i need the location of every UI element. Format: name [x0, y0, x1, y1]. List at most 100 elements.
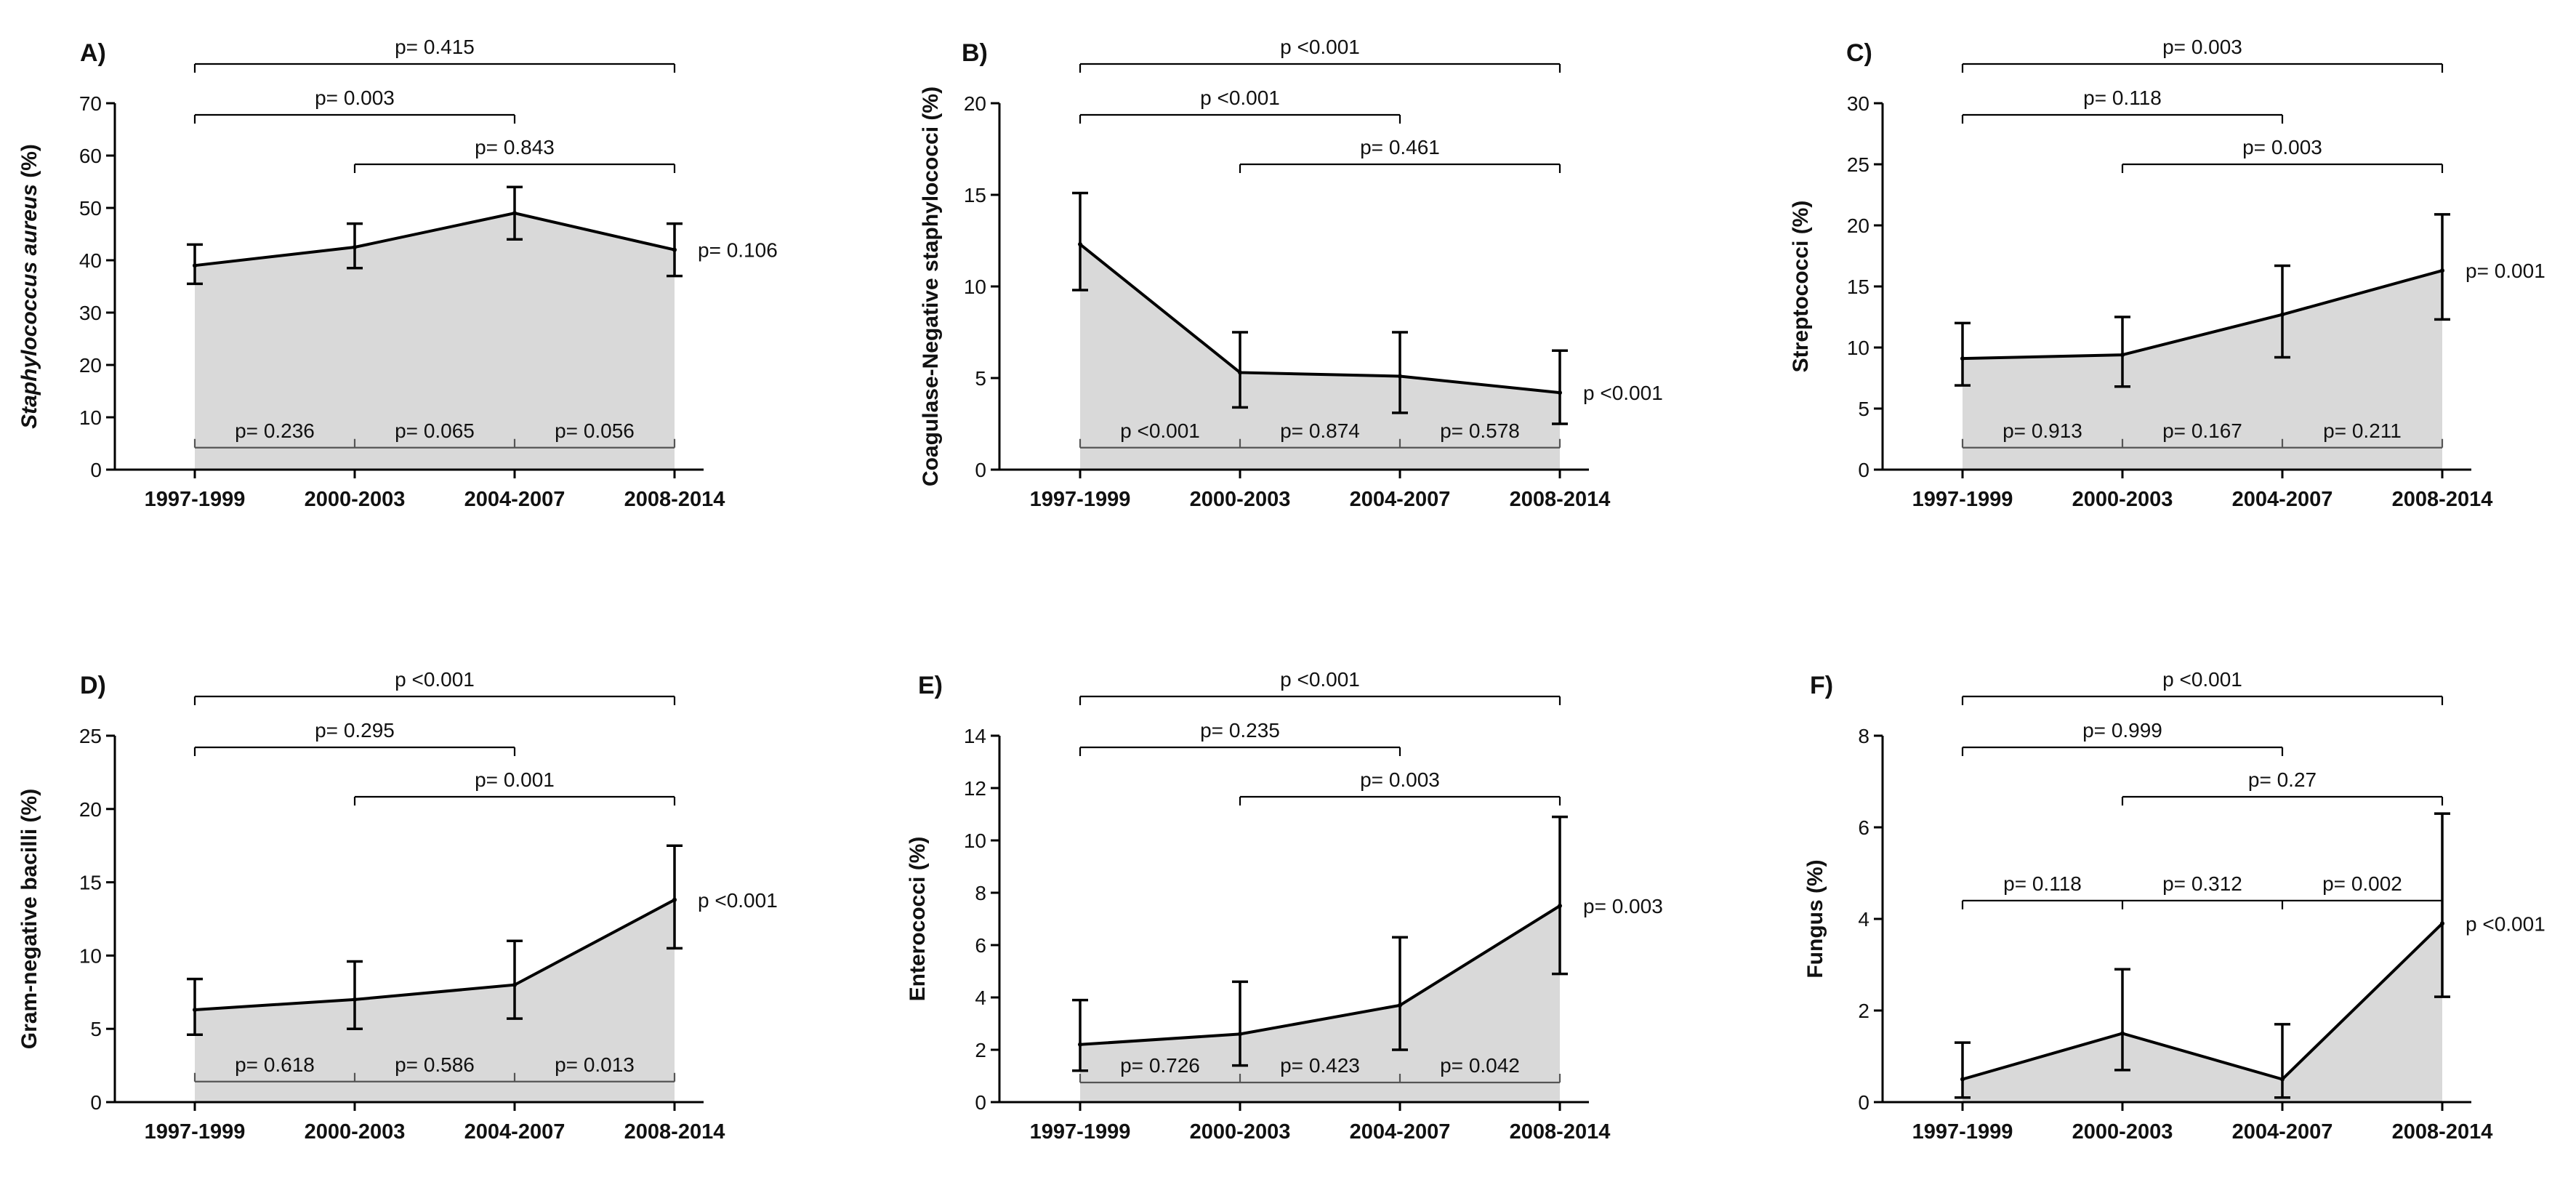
data-point [1078, 242, 1082, 247]
series-line [1962, 922, 2444, 1081]
error-bar [187, 243, 203, 286]
bracket-p-label: p= 0.295 [315, 719, 395, 742]
x-category-label: 2000-2003 [1190, 488, 1291, 511]
error-bar [507, 185, 523, 241]
bracket-p-label: p= 0.27 [2248, 768, 2317, 791]
bracket-p-label: p= 0.003 [315, 87, 395, 109]
adjacent-p-label: p= 0.726 [1120, 1054, 1200, 1077]
y-tick-label: 10 [79, 944, 102, 967]
data-point [1398, 374, 1402, 379]
adjacent-p-label: p= 0.618 [235, 1053, 315, 1076]
error-bar [2274, 264, 2290, 359]
x-category-label: 2008-2014 [2392, 1120, 2493, 1144]
adjacent-p-label: p= 0.578 [1440, 419, 1520, 442]
trend-p-label: p <0.001 [2466, 912, 2545, 935]
panel-letter: C) [1846, 39, 1872, 67]
area-fill [1963, 923, 2442, 1102]
y-axis-label: Staphylococcus aureus (%) [17, 144, 41, 429]
area-fill [1080, 906, 1560, 1102]
y-tick-label: 4 [975, 987, 986, 1009]
comparison-bracket: p= 0.235 [1079, 719, 1401, 756]
series-line [194, 212, 675, 268]
y-tick-label: 4 [1858, 908, 1869, 931]
adjacent-p-label: p= 0.236 [235, 419, 315, 442]
adjacent-p-label: p= 0.312 [2162, 872, 2242, 895]
comparison-bracket: p <0.001 [1079, 668, 1561, 705]
y-axis-label: Gram-negative bacilli (%) [17, 789, 41, 1049]
error-bar [347, 960, 363, 1030]
y-tick-label: 40 [79, 249, 102, 272]
bracket-p-label: p <0.001 [1200, 87, 1280, 109]
error-bar [507, 939, 523, 1020]
y-tick-label: 10 [1847, 337, 1869, 359]
data-point [353, 245, 357, 249]
bracket-p-label: p <0.001 [395, 668, 475, 691]
panel-b: B) p <0.001 p= 0.874 p= 0.578 0 5 10 15 20 1997-1… [919, 36, 1663, 511]
data-point [1238, 370, 1242, 375]
error-bar [1072, 998, 1088, 1072]
comparison-bracket: p= 0.999 [1961, 719, 2284, 756]
comparison-bracket: p <0.001 [193, 668, 676, 705]
adjacent-p-label: p= 0.118 [2003, 872, 2082, 895]
adjacent-p-label: p= 0.002 [2322, 872, 2402, 895]
error-bar [1232, 980, 1248, 1067]
x-category-label: 1997-1999 [145, 1120, 246, 1144]
x-category-label: 2008-2014 [624, 488, 725, 511]
comparison-bracket: p= 0.27 [2121, 768, 2444, 806]
y-tick-label: 8 [1858, 725, 1869, 747]
trend-p-label: p <0.001 [1583, 382, 1663, 404]
error-bar [1072, 191, 1088, 292]
y-tick-label: 5 [975, 367, 986, 390]
adjacent-p-label: p= 0.042 [1440, 1054, 1520, 1077]
error-bar [187, 977, 203, 1037]
comparison-bracket: p= 0.001 [353, 768, 676, 806]
panel-e: E) p= 0.726 p= 0.423 p= 0.042 0 2 4 6 8 10 12 14 199… [906, 668, 1663, 1144]
adjacent-p-label: p= 0.211 [2323, 419, 2402, 442]
data-point [1558, 904, 1562, 908]
y-tick-label: 60 [79, 145, 102, 167]
bracket-p-label: p= 0.843 [475, 136, 555, 158]
error-bar [1955, 1041, 1971, 1099]
comparison-bracket: p <0.001 [1961, 668, 2444, 705]
y-tick-label: 8 [975, 882, 986, 904]
y-tick-label: 20 [964, 92, 986, 115]
x-category-label: 1997-1999 [1030, 1120, 1131, 1144]
x-category-label: 1997-1999 [145, 488, 246, 511]
data-point [193, 263, 197, 268]
x-category-label: 1997-1999 [1912, 1120, 2013, 1144]
comparison-bracket: p= 0.118 [1961, 87, 2284, 124]
data-point [1078, 1042, 1082, 1047]
x-category-label: 2008-2014 [1510, 1120, 1611, 1144]
data-point [353, 997, 357, 1002]
trend-p-label: p= 0.001 [2466, 260, 2545, 282]
adjacent-p-label: p= 0.874 [1280, 419, 1360, 442]
y-tick-label: 25 [79, 725, 102, 747]
comparison-bracket: p= 0.003 [1961, 36, 2444, 73]
x-category-label: 2000-2003 [1190, 1120, 1291, 1144]
y-tick-label: 0 [90, 459, 102, 481]
error-bar [1392, 936, 1408, 1051]
y-tick-label: 5 [90, 1018, 102, 1040]
error-bar [1232, 331, 1248, 409]
x-category-label: 2000-2003 [2072, 1120, 2173, 1144]
adjacent-p-label: p= 0.065 [395, 419, 475, 442]
y-tick-label: 5 [1858, 398, 1869, 420]
data-point [1960, 1077, 1965, 1082]
x-category-label: 2004-2007 [464, 488, 565, 511]
bracket-p-label: p= 0.415 [395, 36, 475, 58]
adjacent-p-label: p= 0.586 [395, 1053, 475, 1076]
panel-letter: D) [80, 672, 106, 699]
y-tick-label: 12 [964, 777, 986, 800]
error-bar [2114, 316, 2130, 388]
x-category-label: 2008-2014 [1510, 488, 1611, 511]
data-point [1238, 1032, 1242, 1037]
data-point [672, 247, 677, 252]
y-tick-label: 15 [964, 184, 986, 206]
data-point [2120, 1031, 2125, 1036]
error-bar [1392, 331, 1408, 414]
y-tick-label: 0 [90, 1091, 102, 1114]
x-category-label: 1997-1999 [1912, 488, 2013, 511]
series-line [194, 899, 675, 1011]
x-category-label: 2004-2007 [1350, 1120, 1451, 1144]
